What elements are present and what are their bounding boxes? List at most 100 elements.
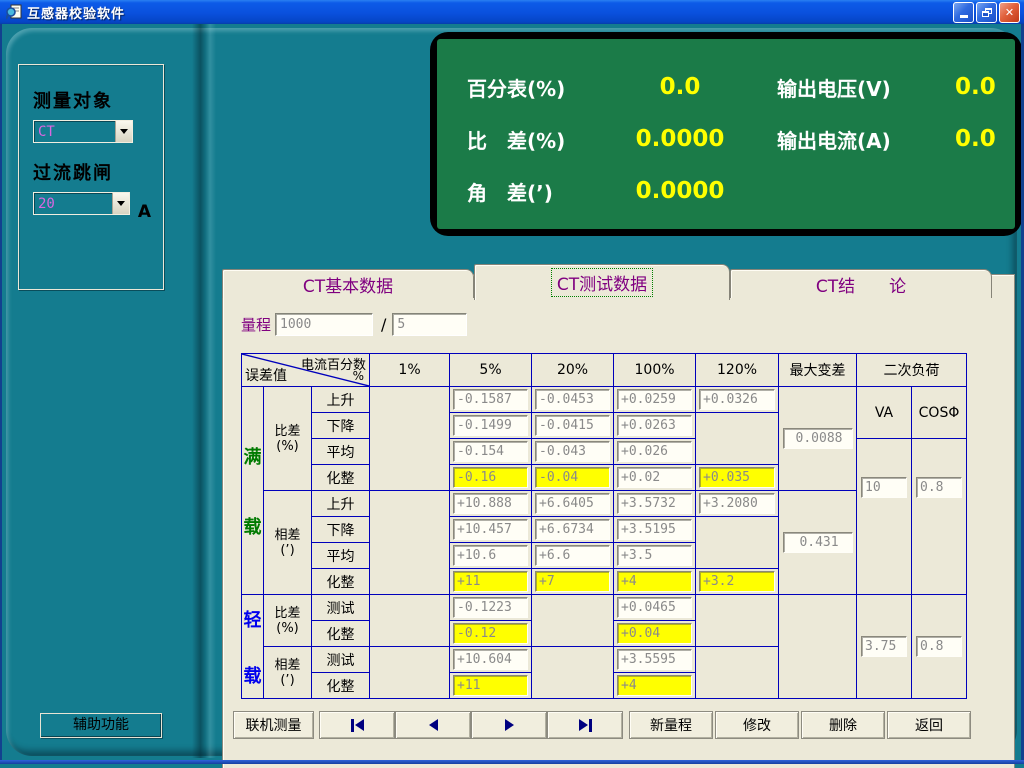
minimize-button[interactable] [953, 1, 974, 23]
online-measure-button[interactable]: 联机测量 [233, 711, 314, 739]
rounded-value-field[interactable]: +11 [453, 675, 529, 696]
value-field[interactable]: +0.0465 [617, 597, 693, 618]
column-header-20pct: 20% [531, 353, 615, 387]
trip-current-value: 20 [38, 196, 55, 212]
combo-dropdown-button[interactable] [111, 193, 129, 214]
range-primary-input[interactable]: 1000 [275, 313, 374, 336]
value-field[interactable]: +3.5595 [617, 649, 693, 670]
rounded-value-field[interactable]: -0.16 [453, 467, 529, 488]
value-field[interactable]: +0.0263 [617, 415, 693, 436]
percent-meter-label: 百分表(%) [467, 76, 566, 101]
delete-button[interactable]: 删除 [801, 711, 885, 739]
value-field[interactable]: +3.2080 [699, 493, 776, 514]
rounded-value-field[interactable]: -0.04 [535, 467, 611, 488]
value-field[interactable]: +0.0259 [617, 389, 693, 410]
modify-button[interactable]: 修改 [715, 711, 799, 739]
value-field[interactable]: +10.604 [453, 649, 529, 670]
output-voltage-value: 0.0 [955, 74, 996, 100]
tab-ct-basic-data[interactable]: CT基本数据 [222, 269, 474, 298]
row-label: 上升 [310, 386, 371, 413]
rounded-value-field[interactable]: +4 [617, 571, 693, 592]
overcurrent-trip-label: 过流跳闸 [33, 163, 113, 184]
empty-cell [531, 594, 615, 647]
value-field[interactable]: 0.8 [916, 636, 963, 657]
last-record-icon [578, 719, 588, 731]
first-record-icon [350, 718, 354, 732]
value-field[interactable]: +6.6 [535, 545, 611, 566]
empty-cell [695, 646, 780, 699]
empty-cell [695, 594, 780, 647]
first-record-button[interactable] [319, 711, 395, 739]
value-field[interactable]: -0.1587 [453, 389, 529, 410]
value-field[interactable]: -0.0415 [535, 415, 611, 436]
empty-cell [369, 594, 451, 647]
chevron-down-icon [120, 129, 128, 134]
rounded-value-field[interactable]: +3.2 [699, 571, 776, 592]
group-light-load: 轻载 [241, 594, 264, 699]
rounded-value-field[interactable]: +0.04 [617, 623, 693, 644]
empty-cell [695, 412, 780, 465]
tab-bar: CT基本数据 CT测试数据 CT结 论 [222, 264, 992, 300]
burden-va-full-cell: 10 [856, 438, 913, 595]
row-label: 化整 [310, 672, 371, 699]
value-field[interactable]: +0.0326 [699, 389, 776, 410]
max-variation-phase-cell: 0.431 [778, 490, 858, 595]
value-field[interactable]: +3.5195 [617, 519, 693, 540]
value-field[interactable]: +10.6 [453, 545, 529, 566]
new-range-button[interactable]: 新量程 [629, 711, 713, 739]
value-field[interactable]: +3.5 [617, 545, 693, 566]
previous-record-button[interactable] [395, 711, 471, 739]
row-label: 下降 [310, 516, 371, 543]
value-field[interactable]: 0.8 [916, 477, 963, 498]
value-field[interactable]: +0.02 [617, 467, 693, 488]
restore-icon [981, 7, 992, 17]
value-field[interactable]: +10.457 [453, 519, 529, 540]
rounded-value-field[interactable]: +4 [617, 675, 693, 696]
close-button[interactable]: ✕ [999, 1, 1020, 23]
subheader-cos-phi: COSΦ [911, 386, 968, 439]
next-record-button[interactable] [471, 711, 547, 739]
measure-object-combobox[interactable]: CT [33, 120, 133, 143]
value-field[interactable]: 0.0088 [782, 428, 853, 449]
combo-dropdown-button[interactable] [115, 121, 132, 142]
row-label: 化整 [310, 568, 371, 595]
value-field[interactable]: -0.1499 [453, 415, 529, 436]
range-secondary-input[interactable]: 5 [392, 313, 468, 336]
test-data-page: 量程 1000 / 5 电流百分数 % 误差值 [222, 274, 1015, 768]
rounded-value-field[interactable]: +0.035 [699, 467, 776, 488]
value-field[interactable]: +3.5732 [617, 493, 693, 514]
back-button[interactable]: 返回 [887, 711, 971, 739]
group-full-load: 满载 [241, 386, 264, 595]
last-record-button[interactable] [547, 711, 623, 739]
percent-meter-value: 0.0 [659, 74, 701, 100]
rounded-value-field[interactable]: +11 [453, 571, 529, 592]
value-field[interactable]: +6.6734 [535, 519, 611, 540]
angle-error-value: 0.0000 [635, 178, 725, 204]
ratio-error-label: 比 差(%) [467, 128, 566, 153]
auxiliary-functions-button[interactable]: 辅助功能 [40, 713, 162, 738]
rounded-value-field[interactable]: +7 [535, 571, 611, 592]
value-field[interactable]: -0.043 [535, 441, 611, 462]
row-label: 测试 [310, 646, 371, 673]
empty-cell [369, 386, 451, 491]
value-field[interactable]: 10 [861, 477, 908, 498]
empty-cell [531, 646, 615, 699]
tab-ct-conclusion[interactable]: CT结 论 [730, 269, 992, 298]
row-label: 平均 [310, 438, 371, 465]
measure-object-label: 测量对象 [33, 91, 113, 112]
value-field[interactable]: -0.1223 [453, 597, 529, 618]
value-field[interactable]: +0.026 [617, 441, 693, 462]
restore-button[interactable] [976, 1, 997, 23]
value-field[interactable]: -0.0453 [535, 389, 611, 410]
trip-current-combobox[interactable]: 20 [33, 192, 130, 215]
value-field[interactable]: +10.888 [453, 493, 529, 514]
value-field[interactable]: 0.431 [782, 532, 853, 553]
value-field[interactable]: +6.6405 [535, 493, 611, 514]
rounded-value-field[interactable]: -0.12 [453, 623, 529, 644]
tab-ct-test-data[interactable]: CT测试数据 [474, 264, 730, 300]
value-field[interactable]: 3.75 [861, 636, 908, 657]
value-field[interactable]: -0.154 [453, 441, 529, 462]
range-label: 量程 [241, 316, 272, 334]
toolbar: 联机测量 新量程 修改 删除 返回 [223, 711, 1016, 739]
